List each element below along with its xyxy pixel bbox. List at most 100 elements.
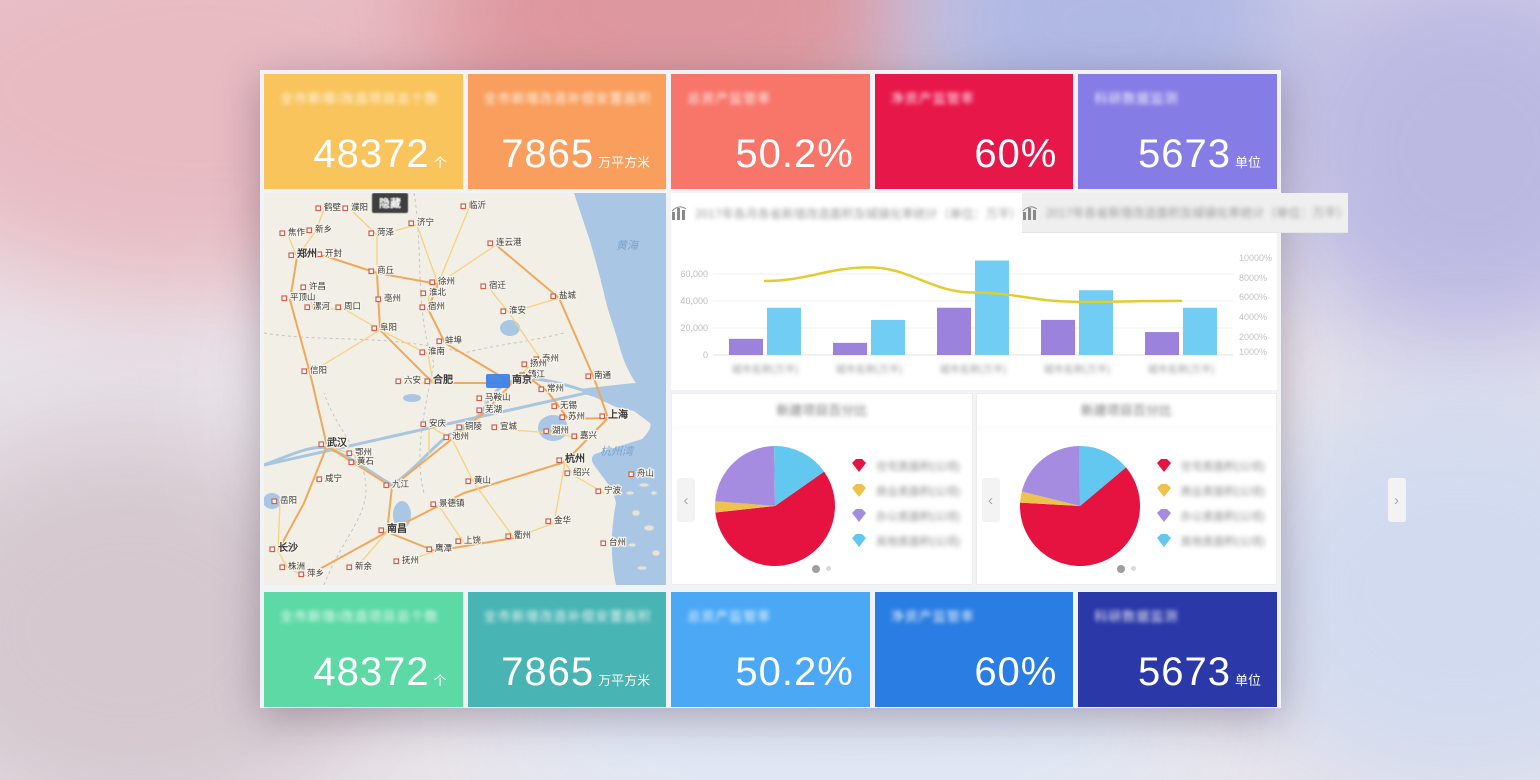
pie-body: ‹›住宅类面积(公顷)商业类面积(公顷)办公类面积(公顷)其他类面积(公顷) xyxy=(672,428,1101,584)
road xyxy=(314,209,325,233)
map-selected-marker[interactable] xyxy=(486,374,510,388)
map-city: 商丘 xyxy=(368,264,396,276)
road xyxy=(508,297,560,314)
kpi-card-value-row: 60% xyxy=(974,650,1057,695)
map[interactable]: 黄海 杭州湾 临沂 鹤壁 濮阳 济宁 新乡 焦作 菏泽 连云港 开封 郑州 商丘 徐州 宿迁 许昌 淮北 盐城 平顶… xyxy=(264,193,666,585)
map-city: 焦作 xyxy=(279,226,307,238)
map-city: 许昌 xyxy=(300,280,327,292)
road xyxy=(438,505,465,544)
legend-label: 办公类面积(公顷) xyxy=(876,511,961,523)
kpi-card-value-row: 7865 万平方米 xyxy=(501,132,650,177)
pie-slice[interactable] xyxy=(774,446,825,506)
legend-item[interactable]: 办公类面积(公顷) xyxy=(1155,508,1265,524)
map-city: 泰州 xyxy=(533,352,560,364)
kpi-card-title: 全市新增/改造项目总个数 xyxy=(280,609,439,624)
kpi-card-title: 全市新增改造补偿安置面积 xyxy=(483,91,652,106)
map-city: 舟山 xyxy=(628,467,655,479)
kpi-card: 净资产监管率 60% xyxy=(874,74,1074,189)
carousel-dot-active[interactable] xyxy=(812,564,821,573)
legend-item[interactable]: 住宅类面积(公顷) xyxy=(850,458,960,474)
map-city: 合肥 xyxy=(424,372,454,387)
kpi-card-title: 总资产监管率 xyxy=(687,609,772,624)
kpi-card: 全市新增/改造项目总个数 48372 个 xyxy=(264,74,463,189)
kpi-card-unit: 个 xyxy=(433,155,447,170)
city-label: 池州 xyxy=(452,431,469,441)
pie-slice[interactable] xyxy=(1021,446,1080,506)
map-city: 株洲 xyxy=(279,560,306,572)
road xyxy=(437,207,470,285)
kpi-card-value: 48372 xyxy=(313,650,430,694)
kpi-card-title: 全市新增改造补偿安置面积 xyxy=(483,609,652,624)
city-label: 六安 xyxy=(404,375,421,385)
tab-label: 2017年各月各省新增改造面积及城镇化率统计（单位：万平） xyxy=(695,206,1022,221)
bar-series-1 xyxy=(937,307,971,355)
pie-slice[interactable] xyxy=(715,501,775,513)
kpi-card-title: 全市新增/改造项目总个数 xyxy=(280,91,439,106)
city-label: 台州 xyxy=(609,537,626,547)
city-label: 连云港 xyxy=(496,237,522,247)
legend-item[interactable]: 其他类面积(公顷) xyxy=(1155,533,1265,549)
kpi-card-unit: 万平方米 xyxy=(598,155,651,170)
city-label: 嘉兴 xyxy=(580,430,598,440)
road xyxy=(277,502,281,552)
legend-item[interactable]: 住宅类面积(公顷) xyxy=(1155,458,1265,474)
left-axis-tick: 0 xyxy=(703,350,708,360)
map-city: 岳阳 xyxy=(271,494,298,506)
map-tooltip: 隐藏 xyxy=(372,193,408,213)
city-label: 鹤壁 xyxy=(324,202,342,212)
carousel-dot[interactable] xyxy=(1130,566,1136,572)
legend-label: 其他类面积(公顷) xyxy=(876,536,961,548)
legend-item[interactable]: 办公类面积(公顷) xyxy=(850,508,960,524)
kpi-card: 科研数据监测 5673 单位 xyxy=(1078,592,1277,707)
road xyxy=(308,288,314,310)
city-label: 宁波 xyxy=(604,485,622,495)
highway-road xyxy=(564,417,609,463)
city-label: 盐城 xyxy=(559,290,577,300)
tab-chart-2[interactable]: 2017年各省新增改造面积及城镇化率统计（单位：万平） xyxy=(1021,193,1349,233)
map-city: 铜陵 xyxy=(456,420,484,432)
legend-item[interactable]: 商业类面积(公顷) xyxy=(850,483,960,499)
map-city: 景德镇 xyxy=(430,497,466,509)
pie-body: ‹ › 住宅类面积(公顷) 商业类面积(公顷) 办公类面积(公顷) 其他类面积(公顷) xyxy=(977,428,1406,584)
pie-title: 新建项目百分比 xyxy=(672,394,972,428)
carousel-dot[interactable] xyxy=(826,566,832,572)
map-city: 芜湖 xyxy=(476,403,503,415)
city-label: 绍兴 xyxy=(573,467,591,477)
carousel-next-button[interactable]: › xyxy=(1387,478,1406,522)
map-city: 菏泽 xyxy=(368,226,396,238)
legend-item[interactable]: 其他类面积(公顷) xyxy=(850,533,960,549)
city-label: 许昌 xyxy=(309,281,326,291)
map-city: 信阳 xyxy=(301,364,328,376)
legend-item[interactable]: 商业类面积(公顷) xyxy=(1155,483,1265,499)
highway-road xyxy=(511,376,609,420)
bar-series-1 xyxy=(1145,332,1179,355)
pie-slice[interactable] xyxy=(1019,491,1080,506)
city-label: 萍乡 xyxy=(307,568,324,578)
tab-chart-1[interactable]: 2017年各月各省新增改造面积及城镇化率统计（单位：万平） xyxy=(671,193,1022,233)
kpi-card: 总资产监管率 50.2% xyxy=(671,74,870,189)
road xyxy=(354,531,388,570)
pie-slice[interactable] xyxy=(715,446,775,506)
carousel-prev-button[interactable]: ‹ xyxy=(677,478,695,522)
city-label: 蚌埠 xyxy=(445,335,463,345)
map-city: 淮安 xyxy=(500,304,527,316)
kpi-cards-top: 全市新增/改造项目总个数 48372 个 全市新增改造补偿安置面积 7865 万平方米 总资… xyxy=(264,74,1277,189)
map-city: 新乡 xyxy=(306,223,333,235)
map-city: 上饶 xyxy=(455,534,483,546)
chart-tabs: 2017年各月各省新增改造面积及城镇化率统计（单位：万平） 2017年各省新增改造… xyxy=(671,193,1349,233)
pie-slice[interactable] xyxy=(1019,467,1140,566)
map-city: 鹰潭 xyxy=(426,542,454,554)
pie-slice[interactable] xyxy=(715,471,835,566)
city-label: 阜阳 xyxy=(380,322,397,332)
pie-slice[interactable] xyxy=(1079,446,1126,506)
carousel-prev-button[interactable]: ‹ xyxy=(981,478,1000,522)
kpi-card-value-row: 5673 单位 xyxy=(1138,132,1261,177)
road xyxy=(499,428,553,434)
map-city: 常州 xyxy=(538,382,565,394)
city-label: 上饶 xyxy=(464,535,482,545)
carousel-dot-active[interactable] xyxy=(1116,564,1125,573)
legend-gem-icon xyxy=(852,484,866,497)
highway-road xyxy=(386,461,566,533)
kpi-card: 科研数据监测 5673 单位 xyxy=(1078,74,1277,189)
